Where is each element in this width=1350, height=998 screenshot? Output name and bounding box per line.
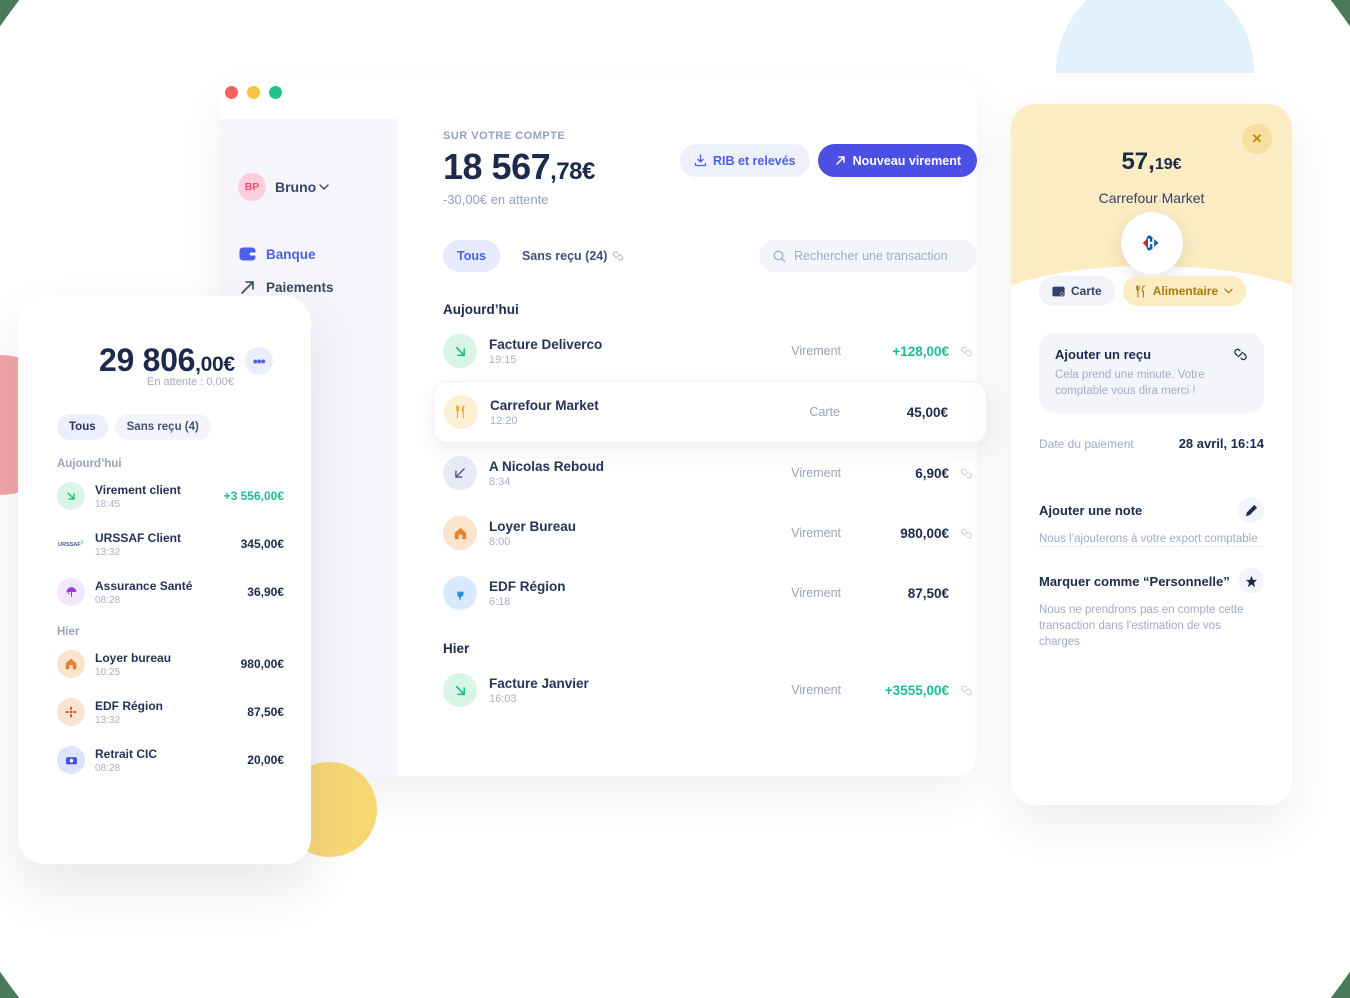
svg-text:URSSAF: URSSAF (58, 542, 81, 548)
